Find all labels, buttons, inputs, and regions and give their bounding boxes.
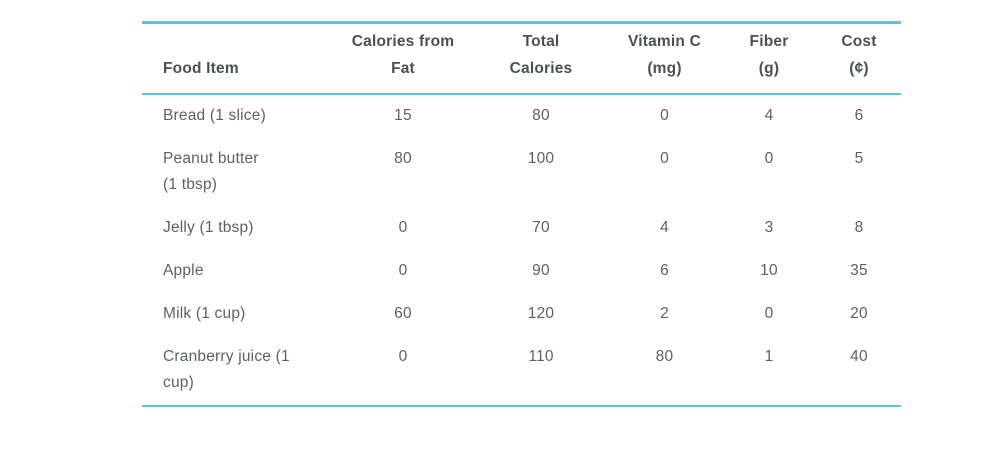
cell-vitamin-c: 0 — [660, 107, 669, 124]
column-header-vitamin-c: Vitamin C (mg) — [608, 22, 721, 95]
table-row: Bread (1 slice) 15 80 0 4 6 — [142, 94, 901, 138]
cell-food-item: Milk (1 cup) — [142, 293, 332, 336]
cell-fiber: 10 — [760, 262, 778, 279]
cell-calories-from-fat: 15 — [394, 107, 412, 124]
column-header-total-calories: Total Calories — [474, 22, 608, 95]
table-row: Peanut butter (1 tbsp) 80 100 0 0 5 — [142, 138, 901, 207]
food-item-line: Peanut butter — [163, 150, 259, 167]
food-item-line: Jelly (1 tbsp) — [163, 219, 254, 236]
column-header-line — [163, 28, 324, 55]
column-header-line: (mg) — [647, 60, 682, 77]
food-item-line: Milk (1 cup) — [163, 305, 246, 322]
cell-food-item: Apple — [142, 250, 332, 293]
column-header-line: Fat — [391, 60, 415, 77]
table-row: Milk (1 cup) 60 120 2 0 20 — [142, 293, 901, 336]
cell-vitamin-c: 0 — [660, 150, 669, 167]
cell-food-item: Cranberry juice (1 cup) — [142, 336, 332, 406]
column-header-line: Vitamin C — [627, 33, 701, 50]
cell-cost: 40 — [850, 348, 868, 365]
column-header-calories-from-fat: Calories from Fat — [332, 22, 474, 95]
cell-total-calories: 70 — [532, 219, 550, 236]
food-item-line: cup) — [163, 374, 194, 391]
cell-vitamin-c: 2 — [660, 305, 669, 322]
cell-cost: 6 — [854, 107, 864, 124]
column-header-line: Calories — [509, 60, 573, 77]
cell-food-item: Jelly (1 tbsp) — [142, 207, 332, 250]
cell-fiber: 3 — [764, 219, 774, 236]
column-header-line: Fiber — [749, 33, 789, 50]
cell-cost: 8 — [854, 219, 864, 236]
nutrition-table: Food Item Calories from Fat Total Calori… — [142, 21, 901, 407]
column-header-line: Cost — [841, 33, 877, 50]
column-header-line: (¢) — [849, 60, 869, 77]
cell-calories-from-fat: 80 — [394, 150, 412, 167]
food-item-line: (1 tbsp) — [163, 176, 218, 193]
cell-calories-from-fat: 60 — [394, 305, 412, 322]
cell-total-calories: 110 — [528, 348, 554, 365]
cell-vitamin-c: 6 — [660, 262, 669, 279]
food-item-line: Cranberry juice (1 — [163, 348, 290, 365]
cell-cost: 35 — [850, 262, 868, 279]
cell-fiber: 0 — [764, 305, 774, 322]
nutrition-table-container: Food Item Calories from Fat Total Calori… — [142, 21, 901, 407]
cell-food-item: Peanut butter (1 tbsp) — [142, 138, 332, 207]
column-header-fiber: Fiber (g) — [721, 22, 817, 95]
column-header-line: Total — [522, 33, 560, 50]
cell-cost: 5 — [854, 150, 864, 167]
cell-total-calories: 80 — [532, 107, 550, 124]
table-row: Cranberry juice (1 cup) 0 110 80 1 40 — [142, 336, 901, 406]
cell-vitamin-c: 4 — [660, 219, 669, 236]
table-header-row: Food Item Calories from Fat Total Calori… — [142, 22, 901, 95]
column-header-cost: Cost (¢) — [817, 22, 901, 95]
cell-total-calories: 120 — [527, 305, 555, 322]
cell-calories-from-fat: 0 — [398, 348, 408, 365]
cell-total-calories: 100 — [527, 150, 555, 167]
column-header-food-item: Food Item — [142, 22, 332, 95]
cell-vitamin-c: 80 — [655, 348, 674, 365]
food-item-line: Apple — [163, 262, 204, 279]
table-row: Jelly (1 tbsp) 0 70 4 3 8 — [142, 207, 901, 250]
table-row: Apple 0 90 6 10 35 — [142, 250, 901, 293]
column-header-line: Food Item — [163, 60, 239, 77]
column-header-line: (g) — [758, 60, 780, 77]
cell-calories-from-fat: 0 — [398, 262, 408, 279]
cell-fiber: 1 — [764, 348, 774, 365]
cell-total-calories: 90 — [532, 262, 550, 279]
cell-cost: 20 — [850, 305, 868, 322]
cell-food-item: Bread (1 slice) — [142, 94, 332, 138]
cell-fiber: 0 — [764, 150, 774, 167]
column-header-line: Calories from — [351, 33, 455, 50]
food-item-line: Bread (1 slice) — [163, 107, 266, 124]
cell-calories-from-fat: 0 — [398, 219, 408, 236]
cell-fiber: 4 — [764, 107, 774, 124]
